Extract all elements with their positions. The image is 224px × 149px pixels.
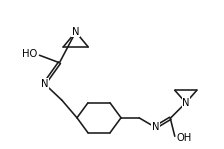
Text: N: N xyxy=(182,98,190,108)
Text: N: N xyxy=(72,27,80,37)
Text: HO: HO xyxy=(22,49,37,59)
Text: N: N xyxy=(151,122,159,132)
Text: N: N xyxy=(41,79,48,89)
Text: OH: OH xyxy=(176,133,191,143)
